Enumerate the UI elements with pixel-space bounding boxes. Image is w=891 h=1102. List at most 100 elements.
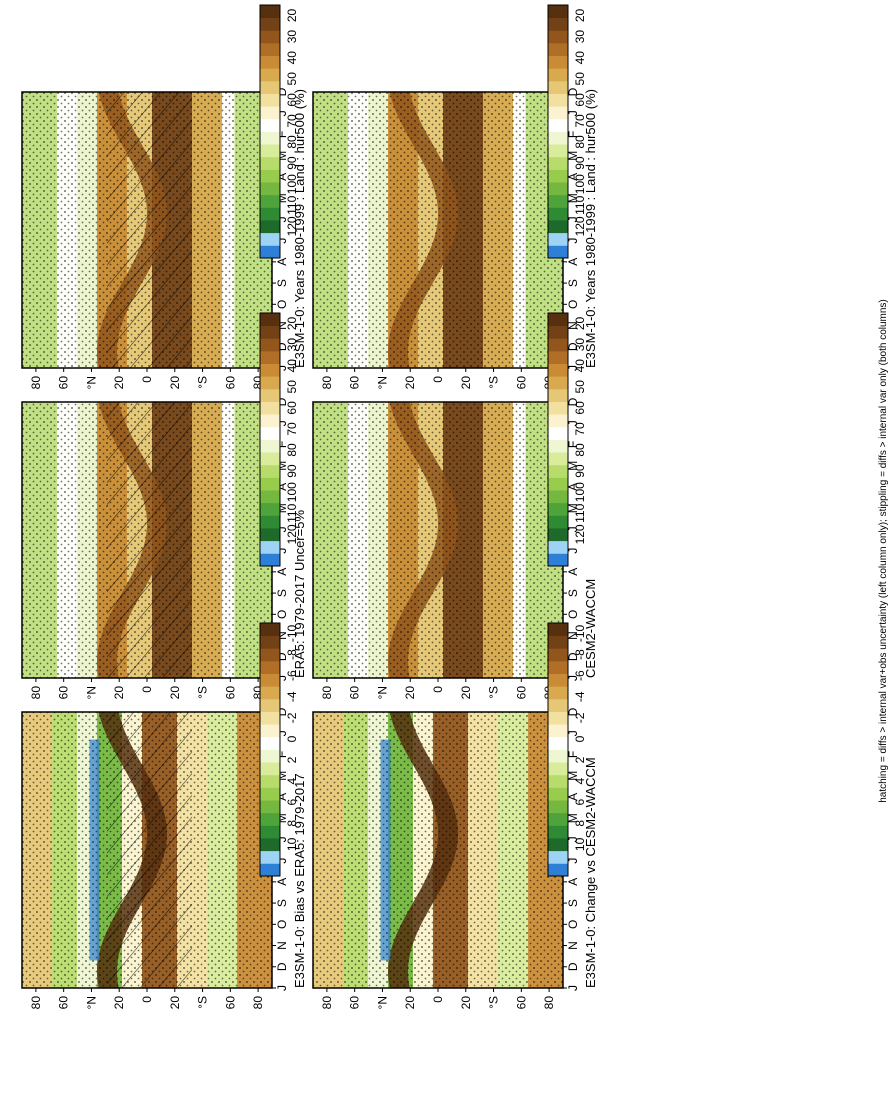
colorbar-swatch — [260, 502, 280, 516]
colorbar-swatch — [260, 182, 280, 196]
colorbar-swatch — [260, 477, 280, 491]
colorbar-label: 50 — [573, 380, 587, 394]
colorbar-swatch — [548, 325, 568, 339]
month-tick-label: J — [566, 110, 580, 116]
colorbar-swatch — [260, 42, 280, 56]
colorbar-swatch — [260, 787, 280, 801]
lat-tick-label: 60 — [348, 996, 362, 1010]
month-tick-label: F — [566, 441, 580, 448]
colorbar-swatch — [260, 623, 280, 637]
colorbar-label: 120 — [285, 524, 299, 544]
month-tick-label: J — [275, 420, 289, 426]
colorbar-label: 10 — [573, 837, 587, 851]
month-tick-label: J — [566, 858, 580, 864]
colorbar-swatch — [260, 93, 280, 107]
lat-tick-label: °S — [487, 996, 501, 1009]
month-tick-label: M — [566, 151, 580, 161]
month-tick-label: J — [275, 238, 289, 244]
month-tick-label: D — [275, 962, 289, 971]
colorbar-swatch — [260, 55, 280, 69]
month-tick-label: M — [566, 813, 580, 823]
lat-tick-label: °N — [84, 996, 98, 1009]
month-tick-label: M — [275, 193, 289, 203]
colorbar-label: -2 — [285, 712, 299, 723]
lat-tick-label: °S — [196, 686, 210, 699]
colorbar-swatch — [260, 414, 280, 428]
lat-tick-label: 80 — [320, 996, 334, 1010]
month-tick-label: D — [275, 707, 289, 716]
colorbar-swatch — [548, 648, 568, 662]
lat-tick-label: 60 — [514, 686, 528, 700]
colorbar-label: 0 — [285, 735, 299, 742]
colorbar-label: -6 — [285, 670, 299, 681]
colorbar-swatch — [260, 490, 280, 504]
month-tick-label: S — [566, 899, 580, 907]
colorbar-label: -4 — [285, 691, 299, 702]
month-tick-label: J — [566, 675, 580, 681]
colorbar-swatch — [548, 118, 568, 132]
month-tick-label: N — [566, 941, 580, 950]
month-tick-label: J — [275, 858, 289, 864]
month-tick-label: J — [566, 985, 580, 991]
month-tick-label: D — [275, 342, 289, 351]
colorbar-label: 30 — [573, 30, 587, 44]
month-tick-label: J — [275, 526, 289, 532]
colorbar-label: 40 — [573, 359, 587, 373]
month-tick-label: A — [275, 258, 289, 266]
colorbar-label: 6 — [285, 799, 299, 806]
colorbar-swatch — [260, 515, 280, 529]
month-tick-label: A — [275, 793, 289, 801]
colorbar-frame — [547, 622, 569, 877]
month-tick-label: F — [566, 751, 580, 758]
month-tick-label: M — [275, 503, 289, 513]
colorbar-frame — [259, 622, 281, 877]
month-tick-label: S — [275, 279, 289, 287]
colorbar-label: 30 — [285, 30, 299, 44]
colorbar-label: 20 — [285, 9, 299, 23]
colorbar-swatch — [548, 528, 568, 542]
colorbar-label: 90 — [573, 464, 587, 478]
month-tick-label: N — [566, 631, 580, 640]
lat-tick-label: 0 — [431, 686, 445, 693]
colorbar-swatch — [260, 452, 280, 466]
colorbar-label: 120 — [573, 216, 587, 236]
colorbar-swatch — [548, 388, 568, 402]
colorbar-swatch — [260, 648, 280, 662]
panel-title: E3SM-1-0: Change vs CESM2-WACCM — [583, 757, 598, 988]
colorbar-swatch — [548, 144, 568, 158]
colorbar-label: 50 — [285, 380, 299, 394]
colorbar-label: 20 — [573, 317, 587, 331]
colorbar-swatch — [548, 42, 568, 56]
month-tick-label: J — [566, 216, 580, 222]
panel-title: E3SM-1-0: Years 1980-1999 : Land : hur50… — [292, 89, 307, 368]
colorbar-swatch — [260, 528, 280, 542]
colorbar-swatch — [548, 55, 568, 69]
colorbar-swatch — [260, 673, 280, 687]
month-tick-label: N — [275, 631, 289, 640]
lat-tick-label: 60 — [348, 376, 362, 390]
colorbar-swatch — [260, 464, 280, 478]
colorbar-swatch — [548, 686, 568, 700]
colorbar-swatch — [548, 490, 568, 504]
colorbar-swatch — [260, 812, 280, 826]
colorbar-swatch — [260, 863, 280, 877]
lat-tick-label: 80 — [542, 996, 556, 1010]
colorbar-swatch — [260, 144, 280, 158]
colorbar-label: -10 — [573, 625, 587, 643]
lat-tick-label: °N — [84, 376, 98, 389]
lat-tick-label: 60 — [57, 686, 71, 700]
lat-tick-label: 80 — [251, 996, 265, 1010]
colorbar-swatch — [548, 245, 568, 259]
colorbar-label: 2 — [573, 756, 587, 763]
colorbar-label: -8 — [573, 649, 587, 660]
colorbar-swatch — [260, 17, 280, 31]
colorbar-swatch — [548, 863, 568, 877]
month-tick-label: D — [566, 342, 580, 351]
colorbar-swatch — [548, 800, 568, 814]
colorbar-label: 80 — [573, 443, 587, 457]
lat-tick-label: 80 — [29, 996, 43, 1010]
month-tick-label: A — [566, 173, 580, 181]
colorbar-label: 80 — [285, 443, 299, 457]
